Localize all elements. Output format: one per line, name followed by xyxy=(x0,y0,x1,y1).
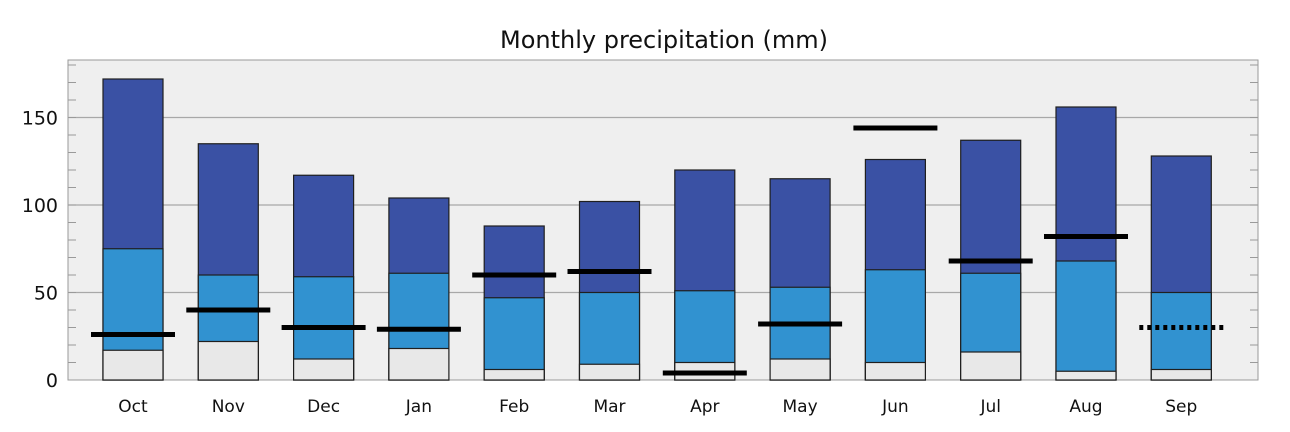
y-tick-label: 0 xyxy=(46,370,58,392)
bar-segment-0 xyxy=(483,368,545,381)
bar-segment-0 xyxy=(578,363,641,381)
bar-segment-0 xyxy=(1055,370,1117,381)
x-tick-label: Sep xyxy=(1165,397,1197,417)
bar-segment-0 xyxy=(960,351,1022,381)
bars xyxy=(102,78,1212,381)
bar-segment-1 xyxy=(1150,291,1212,381)
bar-segment-0 xyxy=(197,340,259,381)
x-tick-label: Jun xyxy=(881,397,909,417)
chart-title: Monthly precipitation (mm) xyxy=(500,26,828,54)
bar-segment-0 xyxy=(864,361,927,381)
x-tick-label: Feb xyxy=(499,397,529,417)
x-tick-label: Apr xyxy=(690,397,719,417)
x-axis-ticks: Oct Nov Dec Jan Feb Mar Apr May Jun Jul Aug Sep xyxy=(118,397,1197,417)
y-tick-label: 100 xyxy=(22,195,58,217)
markers xyxy=(91,125,1224,376)
x-tick-label: Aug xyxy=(1069,397,1102,417)
x-tick-label: Dec xyxy=(307,397,340,417)
bar-segment-1 xyxy=(864,269,927,381)
x-tick-label: Jul xyxy=(979,397,1001,417)
minor-ticks xyxy=(68,64,1258,381)
bar-segment-0 xyxy=(769,358,831,381)
bar-segment-0 xyxy=(293,358,355,381)
bar-segment-0 xyxy=(102,349,164,381)
x-tick-label: May xyxy=(783,397,818,417)
bar-segment-0 xyxy=(388,347,450,381)
x-tick-label: Oct xyxy=(118,397,148,417)
y-tick-label: 50 xyxy=(34,283,58,305)
bar-segment-0 xyxy=(1150,368,1212,381)
bar-segment-1 xyxy=(1055,260,1117,381)
bar-segment-1 xyxy=(483,297,545,381)
x-tick-label: Jan xyxy=(405,397,432,417)
y-tick-label: 150 xyxy=(22,108,58,130)
y-axis-ticks: 0 50 100 150 xyxy=(22,108,58,393)
x-tick-label: Nov xyxy=(212,397,245,417)
x-tick-label: Mar xyxy=(593,397,625,417)
